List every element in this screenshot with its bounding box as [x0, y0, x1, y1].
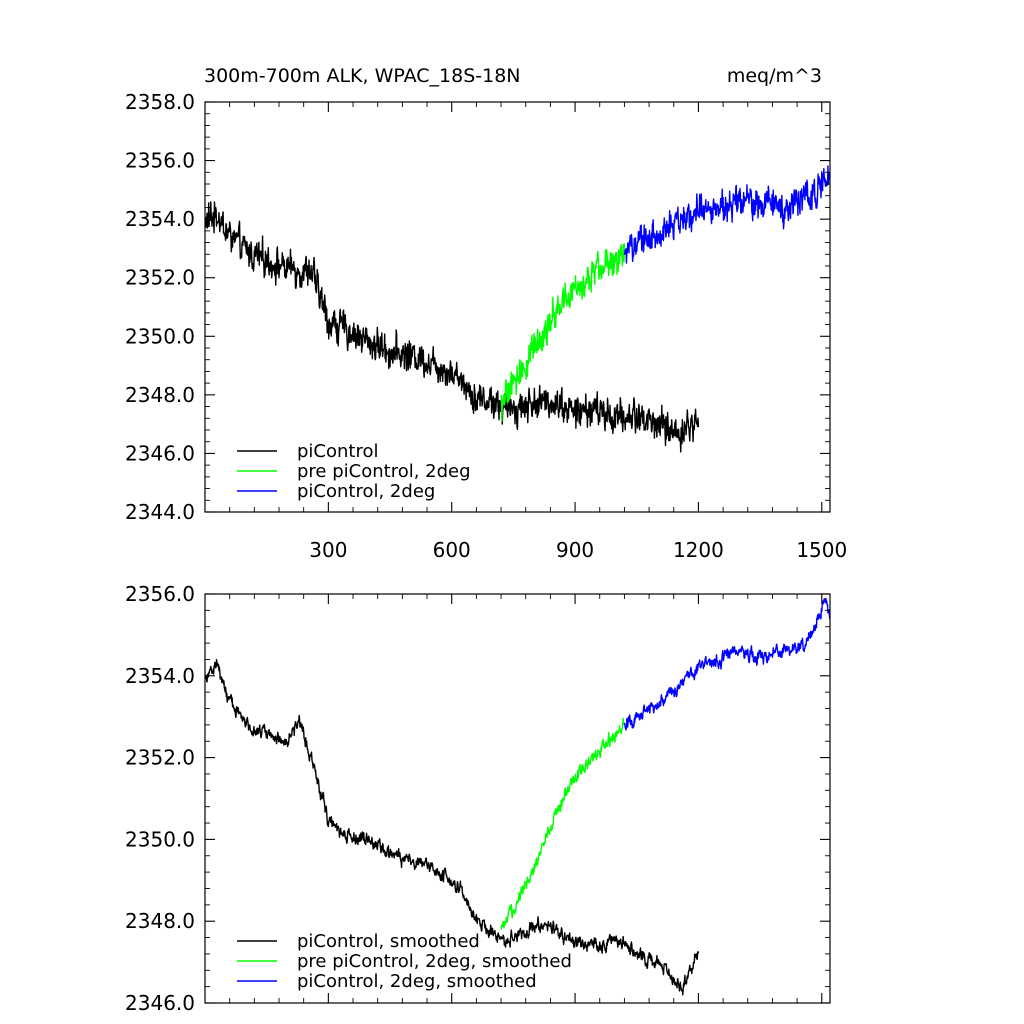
y-tick-label: 2354.0: [125, 207, 195, 231]
x-tick-label: 600: [433, 538, 471, 562]
y-tick-label: 2352.0: [125, 746, 195, 770]
y-tick-label: 2348.0: [125, 383, 195, 407]
legend-label: piControl: [297, 441, 379, 462]
legend-label: piControl, 2deg: [297, 481, 435, 502]
x-tick-label: 1500: [796, 538, 847, 562]
y-tick-label: 2348.0: [125, 909, 195, 933]
series-layer: [205, 165, 830, 453]
legend-label: piControl, 2deg, smoothed: [297, 971, 537, 992]
y-tick-label: 2346.0: [125, 441, 195, 465]
y-tick-label: 2354.0: [125, 664, 195, 688]
y-tick-label: 2350.0: [125, 324, 195, 348]
legend-label: pre piControl, 2deg: [297, 461, 471, 482]
y-tick-label: 2352.0: [125, 266, 195, 290]
axis-layer: 2346.0 2348.0 2350.0 2352.0 2354.0 2356.0: [125, 582, 831, 1015]
legend-label: piControl, smoothed: [297, 931, 480, 952]
series-line-picontrol: [205, 201, 700, 453]
series-line-picontrol-2deg: [623, 165, 830, 264]
x-tick-label: 300: [309, 538, 347, 562]
series-line-pre-picontrol-2deg: [500, 243, 626, 422]
series-line-picontrol-smoothed: [205, 658, 700, 996]
y-tick-label: 2346.0: [125, 991, 195, 1015]
y-tick-label: 2344.0: [125, 500, 195, 524]
x-tick-label: 900: [556, 538, 594, 562]
plot-frame: [204, 593, 831, 1004]
axis-layer: 2344.0 2346.0 2348.0 2350.0 2352.0 2354.0 2356…: [125, 90, 847, 562]
bottom-chart-panel: 2346.0 2348.0 2350.0 2352.0 2354.0 2356.0 piC…: [125, 582, 831, 1015]
x-tick-label: 1200: [673, 538, 724, 562]
legend-label: pre piControl, 2deg, smoothed: [297, 951, 572, 972]
y-tick-label: 2350.0: [125, 827, 195, 851]
units-label: meq/m^3: [727, 65, 822, 87]
chart-title: 300m-700m ALK, WPAC_18S-18N: [204, 65, 521, 87]
series-layer: [205, 597, 830, 996]
y-tick-label: 2356.0: [125, 149, 195, 173]
plot-frame: [204, 101, 831, 513]
y-tick-label: 2358.0: [125, 90, 195, 114]
y-tick-label: 2356.0: [125, 582, 195, 606]
series-line-picontrol-2deg-smoothed: [623, 597, 830, 731]
top-chart-panel: 300m-700m ALK, WPAC_18S-18N meq/m^3 2344…: [125, 65, 847, 562]
series-line-pre-picontrol-2deg-smoothed: [500, 717, 625, 930]
